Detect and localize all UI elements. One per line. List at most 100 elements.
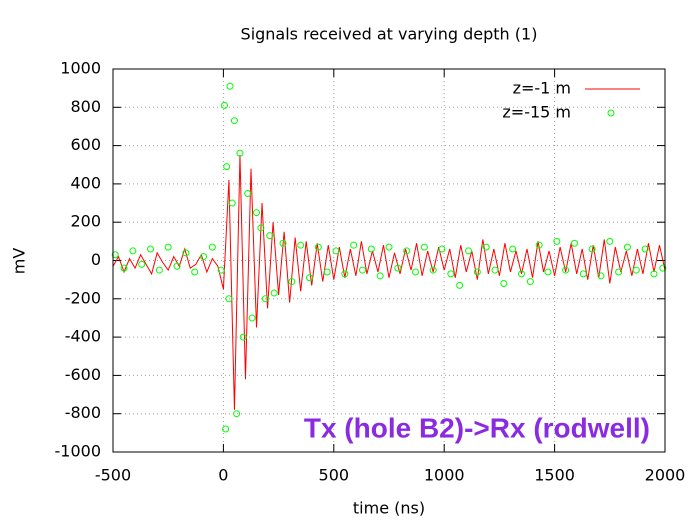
data-point [257, 224, 265, 232]
data-point [244, 189, 252, 197]
data-point [191, 268, 199, 276]
y-tick-label: 0 [91, 250, 101, 269]
data-point [623, 243, 631, 251]
data-point [208, 243, 216, 251]
data-point [359, 266, 367, 274]
data-point [228, 199, 236, 207]
y-axis-label: mV [10, 248, 29, 275]
annotation: Tx (hole B2)->Rx (rodwell) [304, 412, 650, 443]
data-point [120, 264, 128, 272]
y-tick-label: -800 [65, 403, 101, 422]
data-point [173, 262, 181, 270]
data-point [376, 272, 384, 280]
y-tick-label: 400 [70, 173, 101, 192]
data-point [270, 289, 278, 297]
data-point [526, 278, 534, 286]
data-point [579, 270, 587, 278]
y-tick-label: -200 [65, 288, 101, 307]
data-point [411, 268, 419, 276]
data-point [420, 243, 428, 251]
data-point [279, 239, 287, 247]
data-point [641, 245, 649, 253]
data-point [129, 247, 137, 255]
data-point [500, 279, 508, 287]
legend-label: z=-15 m [502, 103, 571, 122]
x-tick-label: 500 [319, 466, 350, 485]
data-point [266, 232, 274, 240]
data-point [606, 237, 614, 245]
data-point [403, 247, 411, 255]
legend-marker [607, 109, 615, 117]
data-point [350, 241, 358, 249]
data-point [650, 270, 658, 278]
data-point [223, 163, 231, 171]
data-point [239, 333, 247, 341]
data-point [385, 243, 393, 251]
data-point [535, 241, 543, 249]
data-point [221, 101, 229, 109]
data-point [509, 245, 517, 253]
data-point [225, 295, 233, 303]
data-point [248, 314, 256, 322]
data-point [222, 425, 230, 433]
y-tick-label: 200 [70, 212, 101, 231]
x-tick-label: 1500 [534, 466, 575, 485]
data-point [482, 243, 490, 251]
data-point [230, 117, 238, 125]
data-point [341, 270, 349, 278]
data-point [323, 268, 331, 276]
legend-label: z=-1 m [513, 79, 571, 98]
data-point [236, 149, 244, 157]
data-point [597, 272, 605, 280]
data-point [226, 82, 234, 90]
y-tick-label: 1000 [60, 59, 101, 78]
chart-title: Signals received at varying depth (1) [241, 25, 538, 44]
x-tick-label: -500 [95, 466, 131, 485]
data-point [491, 266, 499, 274]
x-tick-label: 1000 [424, 466, 465, 485]
data-point [429, 266, 437, 274]
data-point [447, 270, 455, 278]
data-point [632, 266, 640, 274]
data-point [517, 270, 525, 278]
plot-frame [112, 68, 666, 453]
data-point [200, 253, 208, 261]
data-point [570, 239, 578, 247]
data-point [297, 241, 305, 249]
data-point [261, 295, 269, 303]
data-line [112, 155, 666, 410]
x-tick-label: 0 [218, 466, 228, 485]
data-point [182, 249, 190, 257]
data-point [314, 243, 322, 251]
data-point [553, 237, 561, 245]
y-tick-label: -1000 [55, 442, 102, 461]
data-point [473, 268, 481, 276]
x-axis-label: time (ns) [353, 499, 425, 518]
x-tick-label: 2000 [645, 466, 686, 485]
data-point [288, 278, 296, 286]
data-point [456, 281, 464, 289]
data-point [155, 266, 163, 274]
y-tick-label: 800 [70, 97, 101, 116]
data-point [147, 245, 155, 253]
data-point [164, 243, 172, 251]
y-tick-label: 600 [70, 135, 101, 154]
data-point [217, 266, 225, 274]
data-point [253, 209, 261, 217]
data-point [464, 247, 472, 255]
data-point [332, 247, 340, 255]
data-point [111, 251, 119, 259]
data-point [659, 264, 667, 272]
data-point [233, 410, 241, 418]
y-tick-label: -600 [65, 365, 101, 384]
data-point [544, 268, 552, 276]
data-point [562, 266, 570, 274]
data-point [588, 245, 596, 253]
data-point [394, 264, 402, 272]
data-point [367, 245, 375, 253]
data-point [438, 245, 446, 253]
y-tick-label: -400 [65, 327, 101, 346]
data-point [138, 260, 146, 268]
